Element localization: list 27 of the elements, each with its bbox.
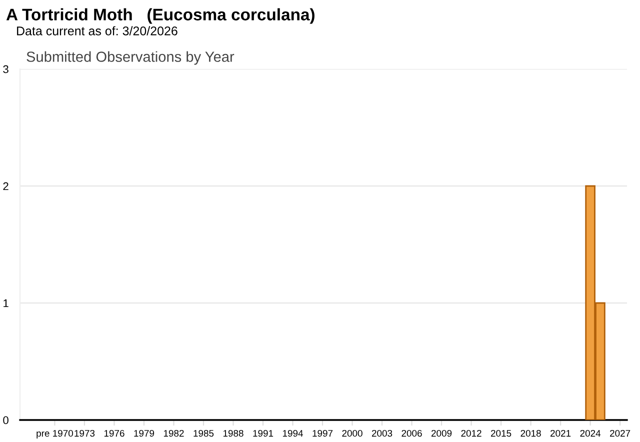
x-tick-label: 1985	[194, 430, 214, 437]
x-tick-label: 2027	[610, 430, 630, 437]
y-tick-label: 0	[3, 416, 8, 424]
y-tick-label: 1	[4, 299, 8, 308]
x-tick-label: 1997	[312, 430, 333, 437]
x-tick-label: 1988	[223, 430, 244, 437]
x-tick-label: 1976	[104, 430, 124, 437]
x-tick-label: 2012	[461, 430, 482, 437]
x-tick-label: 2009	[432, 430, 452, 437]
x-tick-label: 1973	[74, 430, 95, 437]
chart-subtitle: Data current as of: 3/20/2026	[17, 26, 178, 36]
x-tick-label: 1991	[253, 430, 274, 437]
x-tick-label: 1994	[282, 430, 303, 437]
x-tick-label: 2000	[342, 430, 362, 437]
x-tick-label: 2006	[402, 430, 422, 437]
chart-title: A Tortricid Moth (Eucosma corculana)	[6, 8, 314, 24]
x-tick-label: 2003	[372, 430, 392, 437]
x-tick-label: pre 1970	[36, 430, 73, 439]
y-tick-label: 2	[3, 182, 8, 190]
x-tick-label: 2024	[580, 430, 601, 437]
y-tick-label: 3	[3, 65, 8, 74]
x-tick-label: 2021	[550, 430, 571, 437]
text: Submitted Observations by Year	[26, 51, 234, 65]
x-tick-label: 2018	[520, 430, 541, 437]
x-tick-label: 1982	[164, 430, 184, 437]
x-tick-label: 1979	[134, 430, 154, 437]
x-tick-label: 2015	[491, 430, 512, 437]
